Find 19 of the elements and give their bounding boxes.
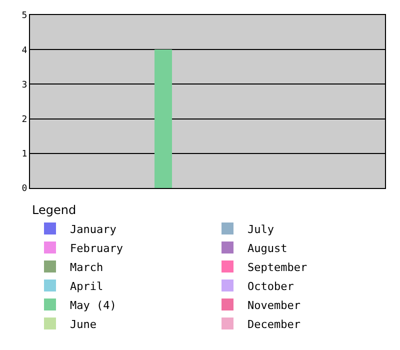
- legend-label: August: [248, 242, 288, 255]
- y-tick-label: 2: [22, 114, 28, 125]
- legend-label: February: [70, 242, 124, 255]
- legend-label: June: [70, 318, 96, 331]
- legend-label: April: [70, 280, 104, 293]
- y-tick-label: 4: [22, 46, 28, 56]
- legend-label: October: [248, 280, 294, 293]
- legend-label: May (4): [70, 298, 116, 312]
- legend-label: December: [248, 318, 301, 331]
- legend-label: March: [70, 260, 104, 274]
- y-tick-label: 5: [22, 11, 28, 22]
- legend-label: November: [248, 298, 301, 312]
- y-tick-label: 3: [22, 80, 28, 90]
- legend-title: Legend: [32, 202, 76, 217]
- legend-label: July: [248, 222, 274, 236]
- legend-label: January: [70, 222, 117, 236]
- y-tick-label: 1: [22, 150, 28, 160]
- legend-label: September: [248, 260, 308, 274]
- y-tick-label: 0: [22, 184, 28, 194]
